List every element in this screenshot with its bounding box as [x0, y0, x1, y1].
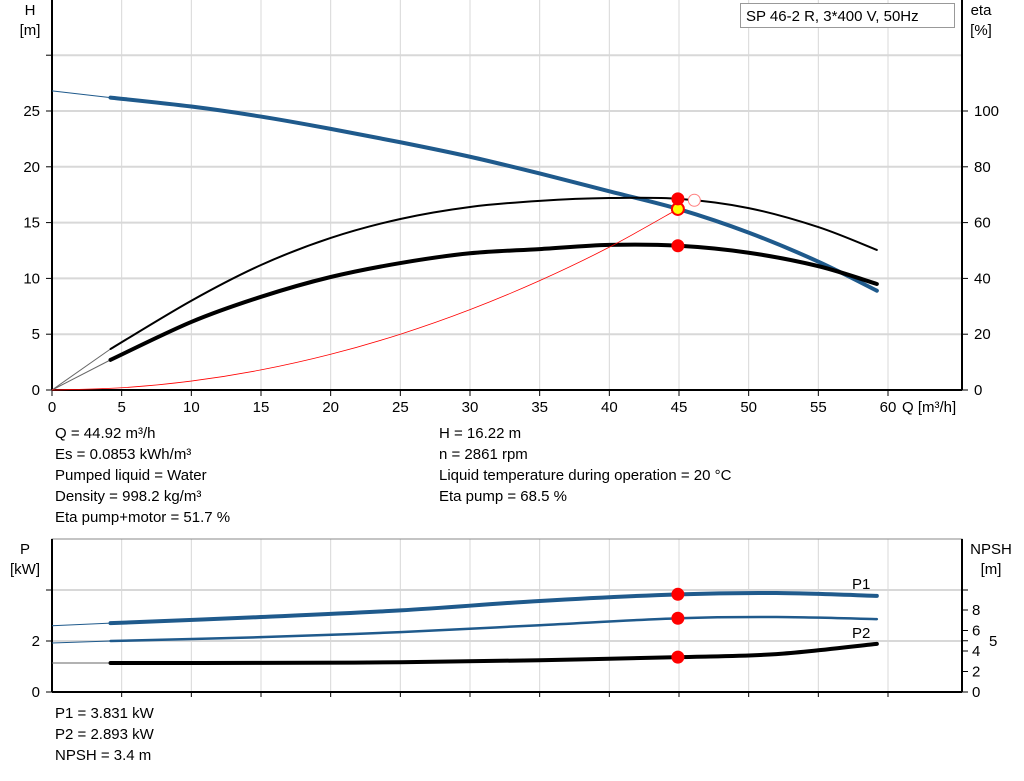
eta-pump-curve [109, 196, 878, 350]
y-tick-label: 20 [23, 159, 40, 176]
duty-point-NPSH [671, 650, 685, 664]
info-right: H = 16.22 m n = 2861 rpm Liquid temperat… [439, 423, 731, 507]
npsh-tick-label: 2 [972, 664, 980, 681]
chart-title: SP 46-2 R, 3*400 V, 50Hz [740, 3, 955, 28]
p-tick-label: 2 [32, 633, 40, 650]
info-power: P1 = 3.831 kW P2 = 2.893 kW NPSH = 3.4 m [55, 703, 154, 766]
x-tick-label: 15 [253, 399, 270, 416]
npsh-tick-label: 4 [972, 643, 980, 660]
y-right-tick-label: 100 [974, 103, 999, 120]
P2-extrapolation [51, 640, 111, 644]
duty-point-eta-pump-motor [671, 239, 685, 253]
info-left: Q = 44.92 m³/h Es = 0.0853 kWh/m³ Pumped… [55, 423, 230, 528]
y-right-tick-label: 40 [974, 270, 991, 287]
x-tick-label: 35 [531, 399, 548, 416]
x-tick-label: 50 [740, 399, 757, 416]
x-tick-label: 0 [48, 399, 56, 416]
info-eta-pump: Eta pump = 68.5 % [439, 488, 567, 505]
y-tick-label: 5 [32, 326, 40, 343]
info-eta-pump-motor: Eta pump+motor = 51.7 % [55, 509, 231, 526]
info-temperature: Liquid temperature during operation = 20… [439, 467, 732, 484]
npsh-tick-label: 0 [972, 684, 980, 701]
npsh-tick-label: 8 [972, 602, 980, 619]
p-axis-title: P [20, 541, 30, 558]
info-head: H = 16.22 m [439, 425, 522, 442]
y-tick-label: 15 [23, 215, 40, 232]
eta-pump-motor-curve [108, 242, 879, 362]
info-density: Density = 998.2 kg/m³ [55, 488, 202, 505]
p-axis-unit: [kW] [10, 561, 40, 578]
best-efficiency-point [687, 193, 701, 207]
head-curve [108, 95, 879, 293]
duty-point-P1 [671, 587, 685, 601]
P1-extrapolation [51, 622, 111, 627]
x-tick-label: 25 [392, 399, 409, 416]
head-extrapolation [51, 90, 111, 99]
x-tick-label: 40 [601, 399, 618, 416]
y-right-tick-label: 0 [974, 382, 982, 399]
y-right-tick-label: 80 [974, 159, 991, 176]
x-tick-label: 55 [810, 399, 827, 416]
eta-axis-unit: [%] [970, 22, 992, 39]
info-npsh: NPSH = 3.4 m [55, 747, 152, 764]
P1-curve [108, 590, 879, 626]
info-liquid: Pumped liquid = Water [55, 467, 207, 484]
p-tick-label: 0 [32, 684, 40, 701]
x-tick-label: 5 [117, 399, 125, 416]
info-p1: P1 = 3.831 kW [55, 705, 154, 722]
npsh-tick-label: 5 [989, 633, 997, 650]
h-axis-title: H [25, 2, 36, 19]
y-right-tick-label: 20 [974, 326, 991, 343]
eta-pump-extrapolation [51, 348, 111, 391]
p1-series-label: P1 [852, 576, 870, 593]
info-specific-energy: Es = 0.0853 kWh/m³ [55, 446, 192, 463]
eta-axis-title: eta [971, 2, 993, 19]
info-p2: P2 = 2.893 kW [55, 726, 154, 743]
power-chart-frame [51, 538, 963, 693]
x-tick-label: 30 [462, 399, 479, 416]
x-tick-label: 45 [671, 399, 688, 416]
h-axis-unit: [m] [20, 22, 41, 39]
y-tick-label: 25 [23, 103, 40, 120]
P2-curve [109, 615, 879, 643]
eta-pump-motor-extrapolation [51, 359, 111, 391]
y-tick-label: 0 [32, 382, 40, 399]
info-flow: Q = 44.92 m³/h [55, 425, 156, 442]
y-tick-label: 10 [23, 270, 40, 287]
x-tick-label: 20 [322, 399, 339, 416]
q-axis-title: Q [m³/h] [902, 399, 956, 416]
npsh-axis-unit: [m] [981, 561, 1002, 578]
info-speed: n = 2861 rpm [439, 446, 528, 463]
duty-point-eta-pump [671, 192, 685, 206]
x-tick-label: 60 [880, 399, 897, 416]
duty-point-P2 [671, 611, 685, 625]
npsh-axis-title: NPSH [970, 541, 1012, 558]
p2-series-label: P2 [852, 625, 870, 642]
NPSH-curve [108, 641, 879, 665]
x-tick-label: 10 [183, 399, 200, 416]
y-right-tick-label: 60 [974, 215, 991, 232]
system-curve-curve [51, 208, 679, 391]
npsh-tick-label: 6 [972, 623, 980, 640]
